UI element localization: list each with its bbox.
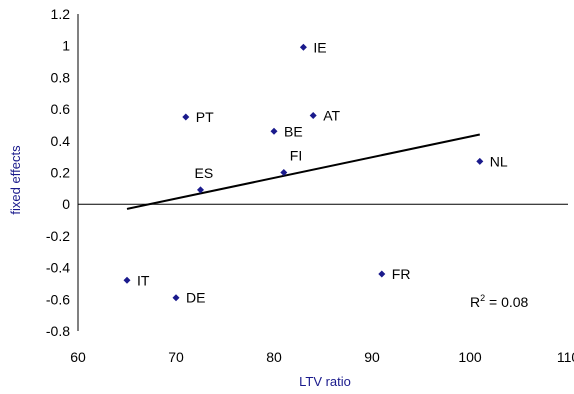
data-point-label: BE [284, 123, 303, 139]
y-axis-title: fixed effects [8, 145, 23, 215]
r-squared-annotation: R2 = 0.08 [470, 293, 529, 310]
data-point-label: IE [313, 39, 326, 55]
data-point-marker [197, 186, 204, 194]
data-point-label: ES [195, 165, 214, 181]
y-tick-label: 0.6 [51, 101, 71, 117]
data-point-marker [476, 157, 484, 165]
x-tick-label: 100 [458, 349, 482, 365]
x-tick-label: 70 [168, 349, 184, 365]
data-point-label: FI [290, 148, 302, 164]
x-tick-label: 80 [266, 349, 282, 365]
data-point-label: IT [137, 272, 150, 288]
y-tick-label: 0.4 [51, 133, 71, 149]
data-point-marker [378, 270, 386, 278]
y-tick-labels: -0.8 -0.6 -0.4 -0.2 0 0.2 0.4 0.6 0.8 1 1.2 [46, 6, 70, 339]
x-tick-labels: 60 70 80 90 100 110 [70, 349, 574, 365]
x-axis-title: LTV ratio [299, 374, 351, 389]
y-tick-label: 0.8 [51, 69, 71, 85]
x-tick-label: 60 [70, 349, 86, 365]
y-tick-label: -0.6 [46, 291, 70, 307]
data-point-marker [182, 113, 190, 121]
x-tick-label: 90 [364, 349, 380, 365]
data-point-label: FR [392, 266, 411, 282]
data-point-marker [280, 169, 288, 176]
r-squared-superscript: 2 [480, 293, 485, 303]
r-squared-value: = 0.08 [485, 294, 528, 310]
data-point-marker [172, 294, 180, 302]
y-tick-label: -0.4 [46, 260, 70, 276]
r-squared-base: R [470, 294, 480, 310]
y-tick-label: -0.2 [46, 228, 70, 244]
data-points: IE PT AT BE FI NL ES FR IT DE [123, 39, 508, 306]
data-point-label: DE [186, 290, 205, 306]
y-tick-label: -0.8 [46, 323, 70, 339]
x-tick-label: 110 [557, 349, 574, 365]
data-point-marker [270, 127, 278, 135]
data-point-label: PT [196, 109, 214, 125]
y-tick-label: 0.2 [51, 165, 71, 181]
data-point-marker [309, 111, 317, 119]
y-tick-label: 1.2 [51, 6, 71, 22]
data-point-label: NL [490, 153, 508, 169]
y-tick-label: 1 [62, 38, 70, 54]
data-point-marker [123, 276, 131, 284]
data-point-label: AT [323, 107, 340, 123]
y-tick-label: 0 [62, 196, 70, 212]
data-point-marker [299, 43, 307, 51]
trendline [126, 133, 481, 210]
